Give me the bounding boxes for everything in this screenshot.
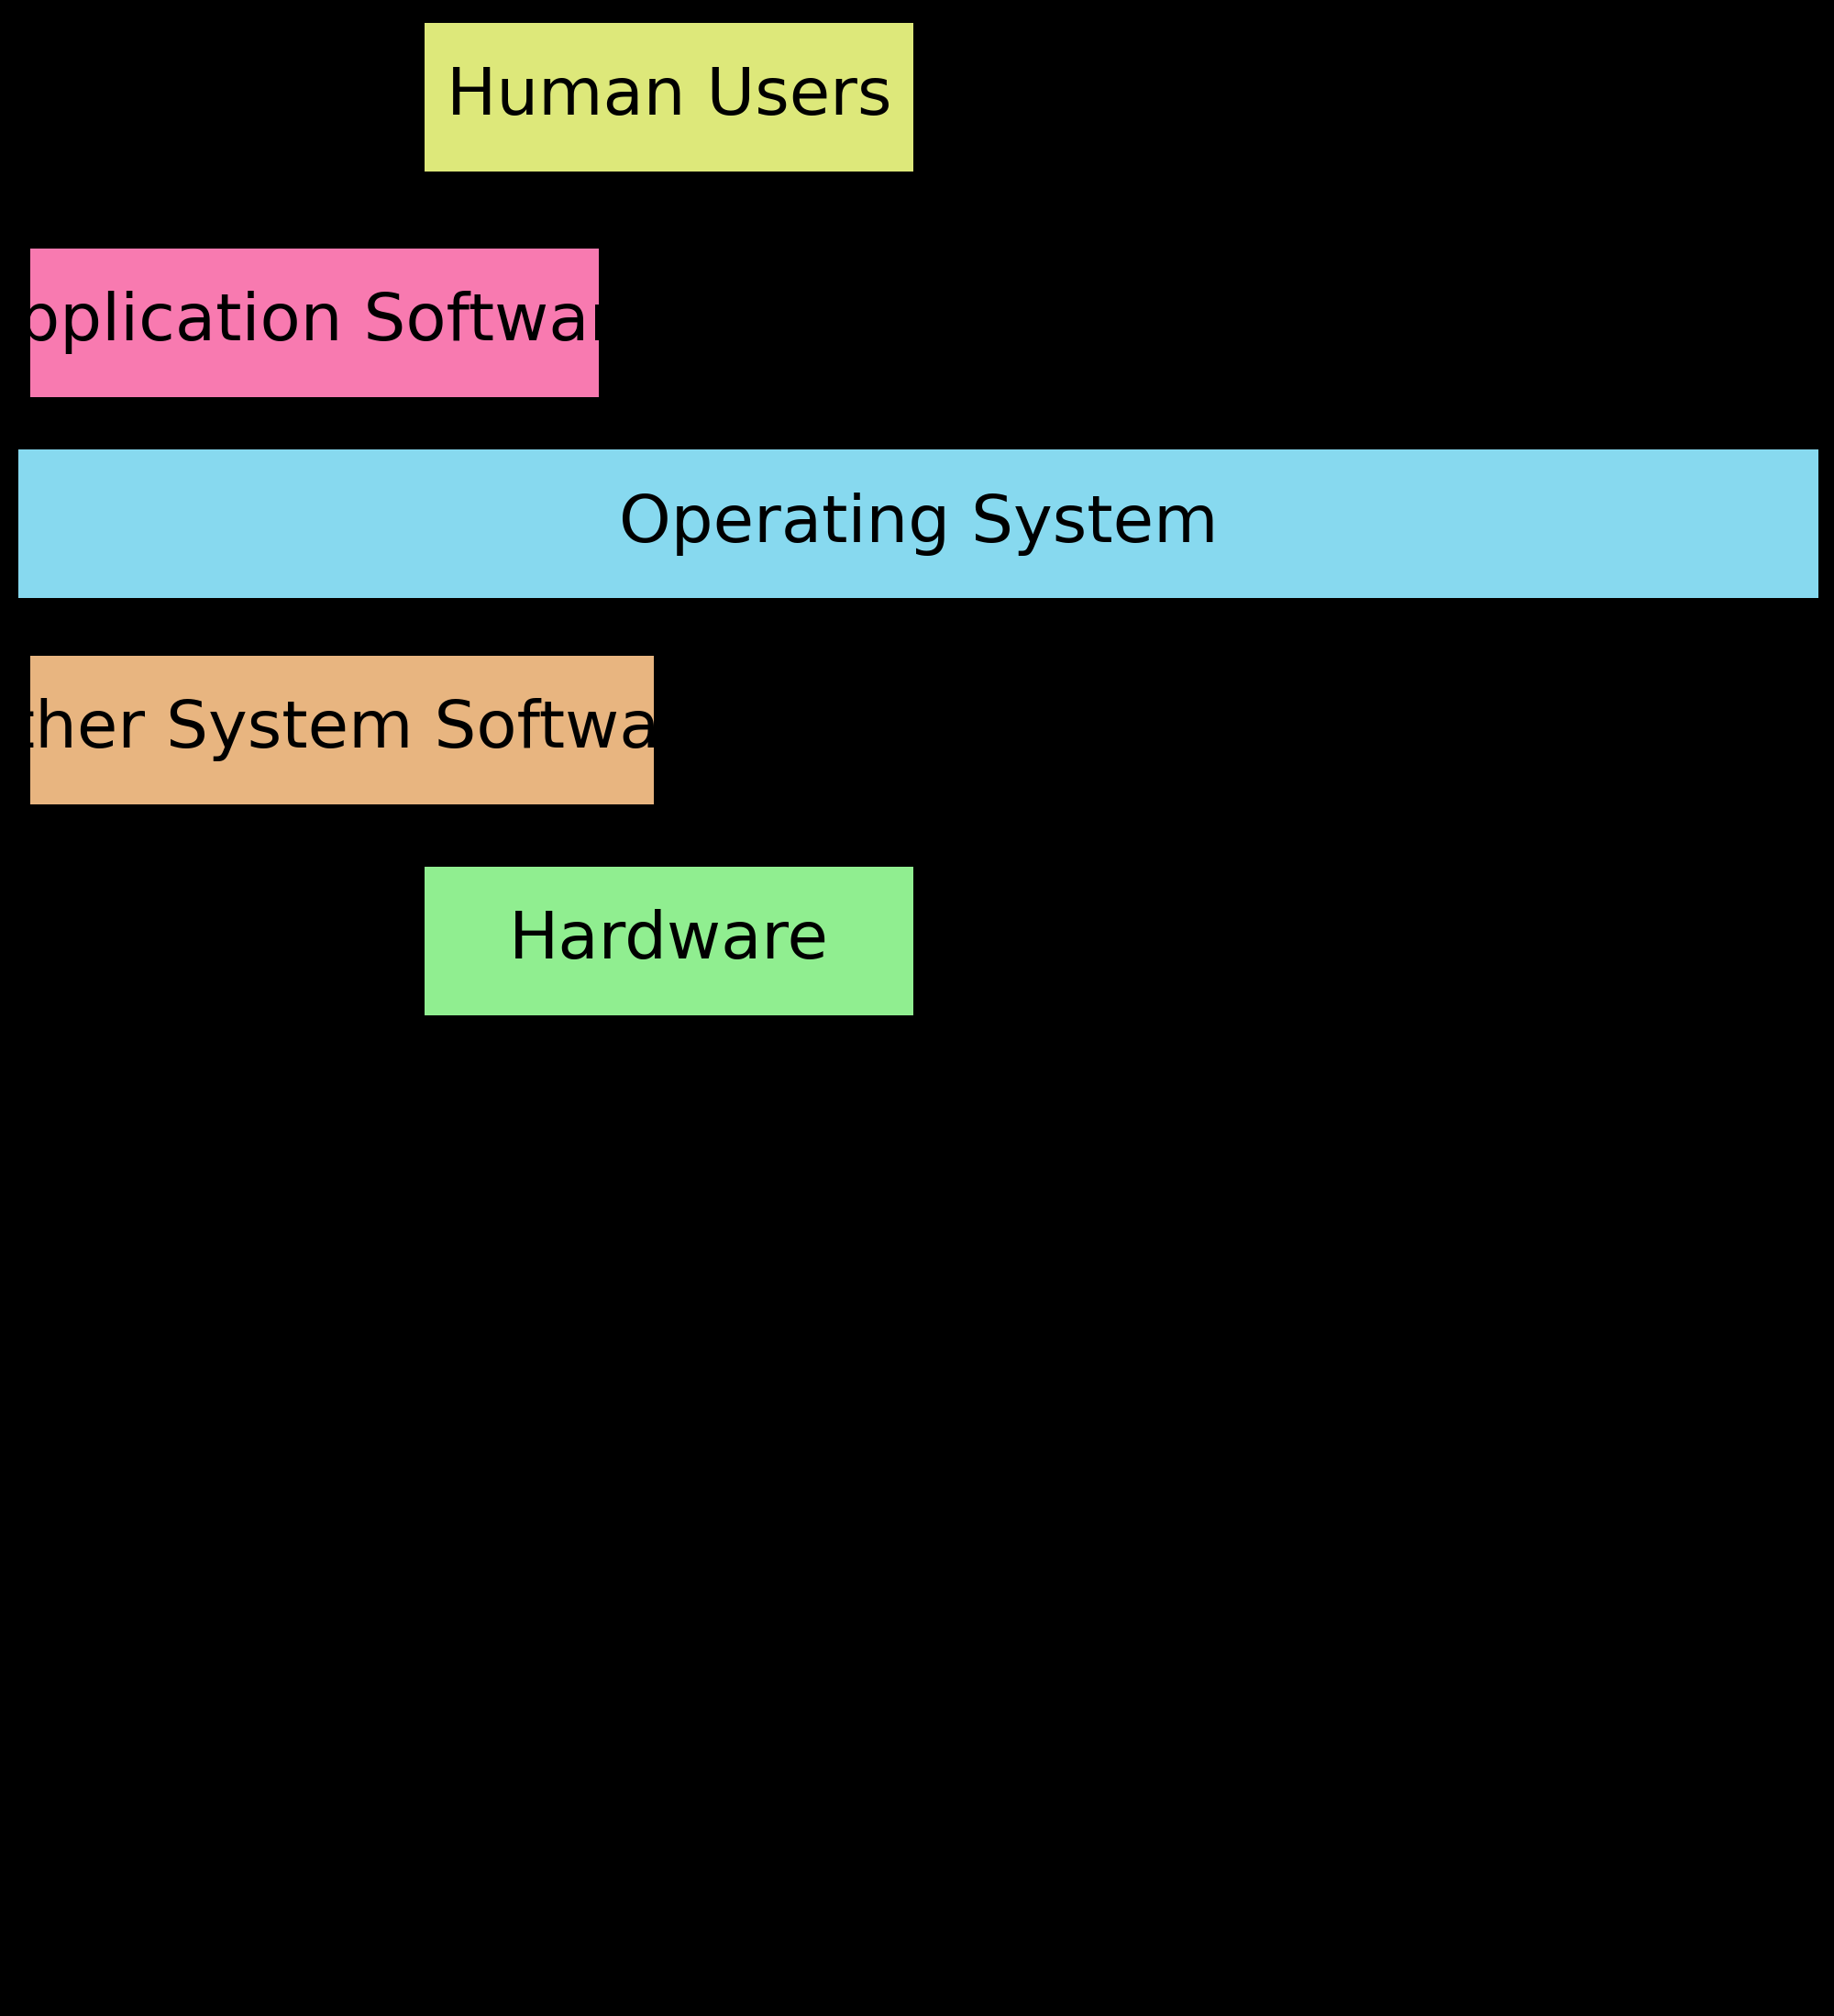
Text: Application Software: Application Software [0,290,657,355]
Text: Hardware: Hardware [510,909,829,972]
FancyBboxPatch shape [425,22,913,171]
FancyBboxPatch shape [29,655,653,804]
Text: Operating System: Operating System [618,492,1218,554]
FancyBboxPatch shape [29,248,598,397]
FancyBboxPatch shape [18,450,1819,599]
Text: Human Users: Human Users [446,67,891,129]
FancyBboxPatch shape [425,867,913,1016]
Text: Other System Software: Other System Software [0,698,726,762]
